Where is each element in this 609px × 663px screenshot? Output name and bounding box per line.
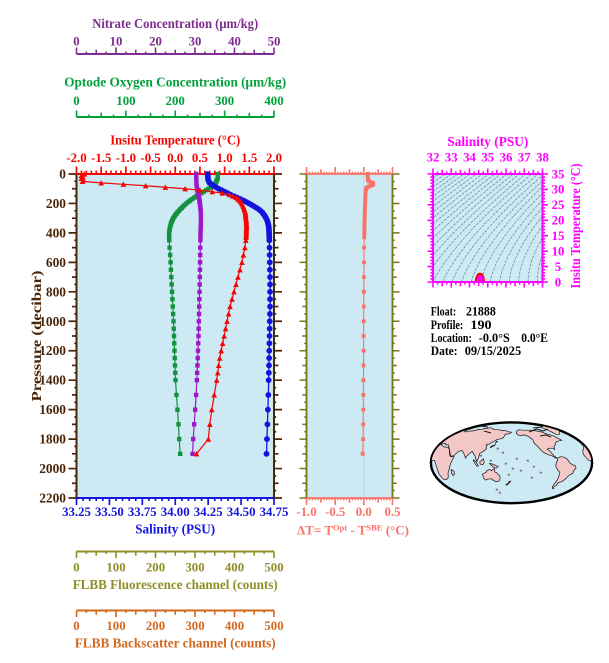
- svg-text:Float:: Float:: [431, 304, 456, 319]
- svg-text:0.0: 0.0: [356, 505, 372, 519]
- svg-text:Pressure (decibar): Pressure (decibar): [29, 271, 44, 402]
- svg-text:40: 40: [228, 35, 241, 49]
- svg-text:-1.5: -1.5: [91, 151, 111, 165]
- svg-text:33.50: 33.50: [95, 505, 124, 519]
- svg-text:FLBB Fluorescence channel (cou: FLBB Fluorescence channel (counts): [73, 577, 278, 592]
- svg-text:190: 190: [470, 317, 491, 332]
- svg-text:35: 35: [481, 151, 494, 165]
- svg-text:-0.5: -0.5: [140, 151, 160, 165]
- svg-text:100: 100: [116, 94, 135, 108]
- svg-text:300: 300: [185, 619, 204, 633]
- svg-text:Optode Oxygen Concentration (μ: Optode Oxygen Concentration (μm/kg): [64, 75, 286, 90]
- svg-text:Salinity (PSU): Salinity (PSU): [135, 522, 215, 537]
- svg-text:Date:: Date:: [431, 343, 458, 358]
- svg-text:34.00: 34.00: [161, 505, 190, 519]
- svg-text:20: 20: [149, 35, 162, 49]
- svg-text:34.75: 34.75: [260, 505, 289, 519]
- svg-text:0.5: 0.5: [385, 505, 401, 519]
- svg-text:1000: 1000: [39, 314, 66, 329]
- svg-text:500: 500: [264, 561, 283, 575]
- svg-text:-1.0: -1.0: [296, 505, 316, 519]
- svg-text:Profile:: Profile:: [431, 317, 464, 332]
- svg-text:-0.0°S: -0.0°S: [479, 330, 510, 345]
- svg-text:Nitrate Concentration (μm/kg): Nitrate Concentration (μm/kg): [92, 16, 258, 31]
- svg-text:200: 200: [166, 94, 185, 108]
- svg-text:33.75: 33.75: [128, 505, 157, 519]
- svg-text:Location:: Location:: [431, 330, 472, 345]
- svg-text:100: 100: [106, 619, 125, 633]
- svg-text:0.5: 0.5: [192, 151, 208, 165]
- svg-text:37: 37: [518, 151, 531, 165]
- svg-text:Salinity (PSU): Salinity (PSU): [447, 134, 528, 149]
- svg-text:Insitu Temperature (°C): Insitu Temperature (°C): [568, 164, 583, 289]
- svg-text:100: 100: [106, 561, 125, 575]
- svg-text:2000: 2000: [39, 461, 66, 476]
- svg-text:5: 5: [555, 260, 561, 274]
- svg-text:200: 200: [146, 619, 165, 633]
- svg-text:32: 32: [427, 151, 440, 165]
- svg-text:500: 500: [264, 619, 283, 633]
- svg-text:09/15/2025: 09/15/2025: [465, 343, 522, 358]
- svg-text:-0.5: -0.5: [325, 505, 345, 519]
- svg-text:400: 400: [46, 225, 66, 240]
- svg-text:21888: 21888: [466, 304, 496, 319]
- svg-text:400: 400: [264, 94, 283, 108]
- svg-text:2.0: 2.0: [266, 151, 282, 165]
- svg-text:0.0°E: 0.0°E: [521, 330, 548, 345]
- svg-text:400: 400: [225, 561, 244, 575]
- svg-text:38: 38: [536, 151, 549, 165]
- svg-text:34.25: 34.25: [194, 505, 223, 519]
- svg-text:10: 10: [110, 35, 123, 49]
- svg-text:0: 0: [73, 94, 79, 108]
- svg-text:33: 33: [445, 151, 458, 165]
- svg-text:0: 0: [73, 561, 79, 575]
- svg-text:1200: 1200: [39, 343, 66, 358]
- svg-text:ΔT= TOpt - TSBE (°C): ΔT= TOpt - TSBE (°C): [297, 523, 409, 538]
- svg-text:30: 30: [552, 183, 565, 197]
- svg-text:25: 25: [552, 198, 565, 212]
- svg-text:10: 10: [552, 244, 565, 258]
- svg-text:200: 200: [46, 196, 66, 211]
- svg-text:0: 0: [73, 35, 79, 49]
- svg-text:Insitu Temperature (°C): Insitu Temperature (°C): [110, 133, 240, 148]
- svg-text:200: 200: [146, 561, 165, 575]
- svg-text:20: 20: [552, 214, 565, 228]
- svg-text:34.50: 34.50: [227, 505, 256, 519]
- svg-text:0: 0: [73, 619, 79, 633]
- svg-text:15: 15: [552, 229, 565, 243]
- svg-text:50: 50: [268, 35, 281, 49]
- svg-text:400: 400: [225, 619, 244, 633]
- svg-text:0.0: 0.0: [167, 151, 183, 165]
- svg-text:35: 35: [552, 167, 565, 181]
- svg-text:1.5: 1.5: [241, 151, 257, 165]
- svg-text:FLBB Backscatter channel (coun: FLBB Backscatter channel (counts): [75, 636, 276, 651]
- svg-text:1800: 1800: [39, 432, 66, 447]
- svg-text:1400: 1400: [39, 373, 66, 388]
- svg-text:34: 34: [463, 151, 476, 165]
- svg-text:1.0: 1.0: [217, 151, 233, 165]
- svg-text:-2.0: -2.0: [66, 151, 86, 165]
- svg-text:2200: 2200: [39, 491, 66, 506]
- svg-text:800: 800: [46, 284, 66, 299]
- svg-text:0: 0: [59, 167, 66, 182]
- svg-text:-1.0: -1.0: [116, 151, 136, 165]
- svg-text:0: 0: [555, 275, 561, 289]
- svg-text:300: 300: [185, 561, 204, 575]
- svg-text:1600: 1600: [39, 402, 66, 417]
- svg-text:600: 600: [46, 255, 66, 270]
- svg-text:33.25: 33.25: [62, 505, 91, 519]
- svg-text:300: 300: [215, 94, 234, 108]
- svg-text:36: 36: [500, 151, 513, 165]
- svg-text:30: 30: [189, 35, 202, 49]
